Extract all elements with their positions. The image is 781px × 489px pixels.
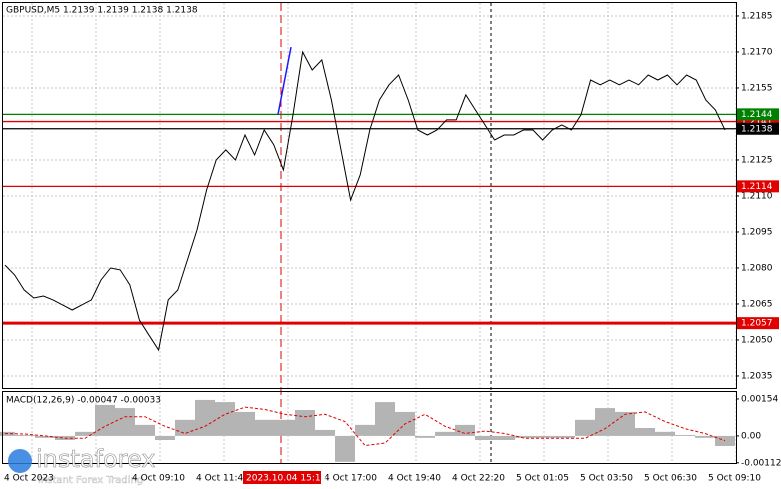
y-tick-label: 1.2080 [741,263,773,273]
x-tick-label: 5 Oct 01:05 [516,474,569,484]
y-tick-label: 1.2050 [741,335,773,345]
level-label: 1.2144 [741,110,773,120]
macd-frame [2,391,737,464]
macd-bar [655,431,675,436]
logo-tagline: Instant Forex Trading [38,475,143,486]
macd-bar [475,435,495,440]
logo: instaforex Instant Forex Trading [8,445,156,486]
macd-bar [355,424,375,436]
y-tick-label: 1.2170 [741,47,773,57]
y-tick-label: 1.2125 [741,155,773,165]
crosshair-label: 2023.10.04 15:15 [246,474,326,484]
macd-bar [235,411,255,436]
logo-brand: instaforex [36,445,156,473]
macd-bar [335,435,355,462]
macd-bar [515,435,535,438]
y-tick-label: 1.2155 [741,83,773,93]
macd-bar [195,399,215,436]
macd-bar [575,419,595,436]
y-tick-label: 1.2065 [741,299,773,309]
macd-bar [615,411,635,436]
macd-bar [215,402,235,436]
macd-bar [435,431,455,436]
x-tick-label: 4 Oct 17:00 [324,474,377,484]
macd-bar [695,435,715,438]
level-label-bg [737,108,779,121]
level-label: 1.2138 [741,124,773,134]
x-tick-label: 5 Oct 06:30 [644,474,697,484]
level-label: 1.2114 [741,182,773,192]
level-label: 1.2141 [741,117,773,127]
macd-bar [495,435,515,440]
logo-icon [8,449,32,473]
macd-bar [635,428,655,436]
y-tick-label: 1.2185 [741,11,773,21]
trend-line [277,47,292,115]
macd-bar [135,424,155,436]
y-tick-label: 0.00154 [741,394,778,404]
level-label-bg [737,180,779,193]
x-tick-label: 5 Oct 03:50 [580,474,633,484]
y-tick-label: 1.2095 [741,227,773,237]
y-tick-label: -0.00112 [741,458,781,468]
level-label-bg [737,317,779,330]
signal-line [4,406,726,447]
macd-bar [675,434,695,436]
macd-bar [295,410,315,436]
macd-bar [15,434,35,436]
macd-bar [175,419,195,436]
crosshair-label-bg [243,471,321,484]
x-tick-label: 5 Oct 09:10 [708,474,761,484]
y-tick-label: 0.00 [741,431,761,441]
macd-bar [415,435,435,438]
macd-bar [315,429,335,436]
x-tick-label: 4 Oct 22:20 [452,474,505,484]
macd-bar [75,431,95,436]
x-tick-label: 4 Oct 19:40 [388,474,441,484]
macd-bar [155,435,175,440]
level-label-bg [737,122,779,135]
price-line [4,50,726,352]
macd-bar [535,435,555,438]
y-tick-label: 1.2110 [741,191,773,201]
macd-bar [255,419,275,436]
macd-title: MACD(12,26,9) -0.00047 -0.00033 [6,396,161,406]
x-tick-label: 4 Oct 09:10 [132,474,185,484]
macd-bar [595,408,615,436]
macd-bar [275,419,295,436]
y-tick-label: 1.2035 [741,371,773,381]
level-label: 1.2057 [741,319,773,329]
macd-bar [95,404,115,436]
macd-bar [555,435,575,438]
macd-bar [35,435,55,438]
macd-bar [715,435,735,446]
x-tick-label: 4 Oct 11:40 [196,474,249,484]
chart-title: GBPUSD,M5 1.2139 1.2139 1.2138 1.2138 [6,6,198,16]
macd-bar [455,424,475,436]
macd-bar [115,408,135,436]
macd-bar [375,402,395,436]
x-tick-label: 4 Oct 2023 [4,474,54,484]
